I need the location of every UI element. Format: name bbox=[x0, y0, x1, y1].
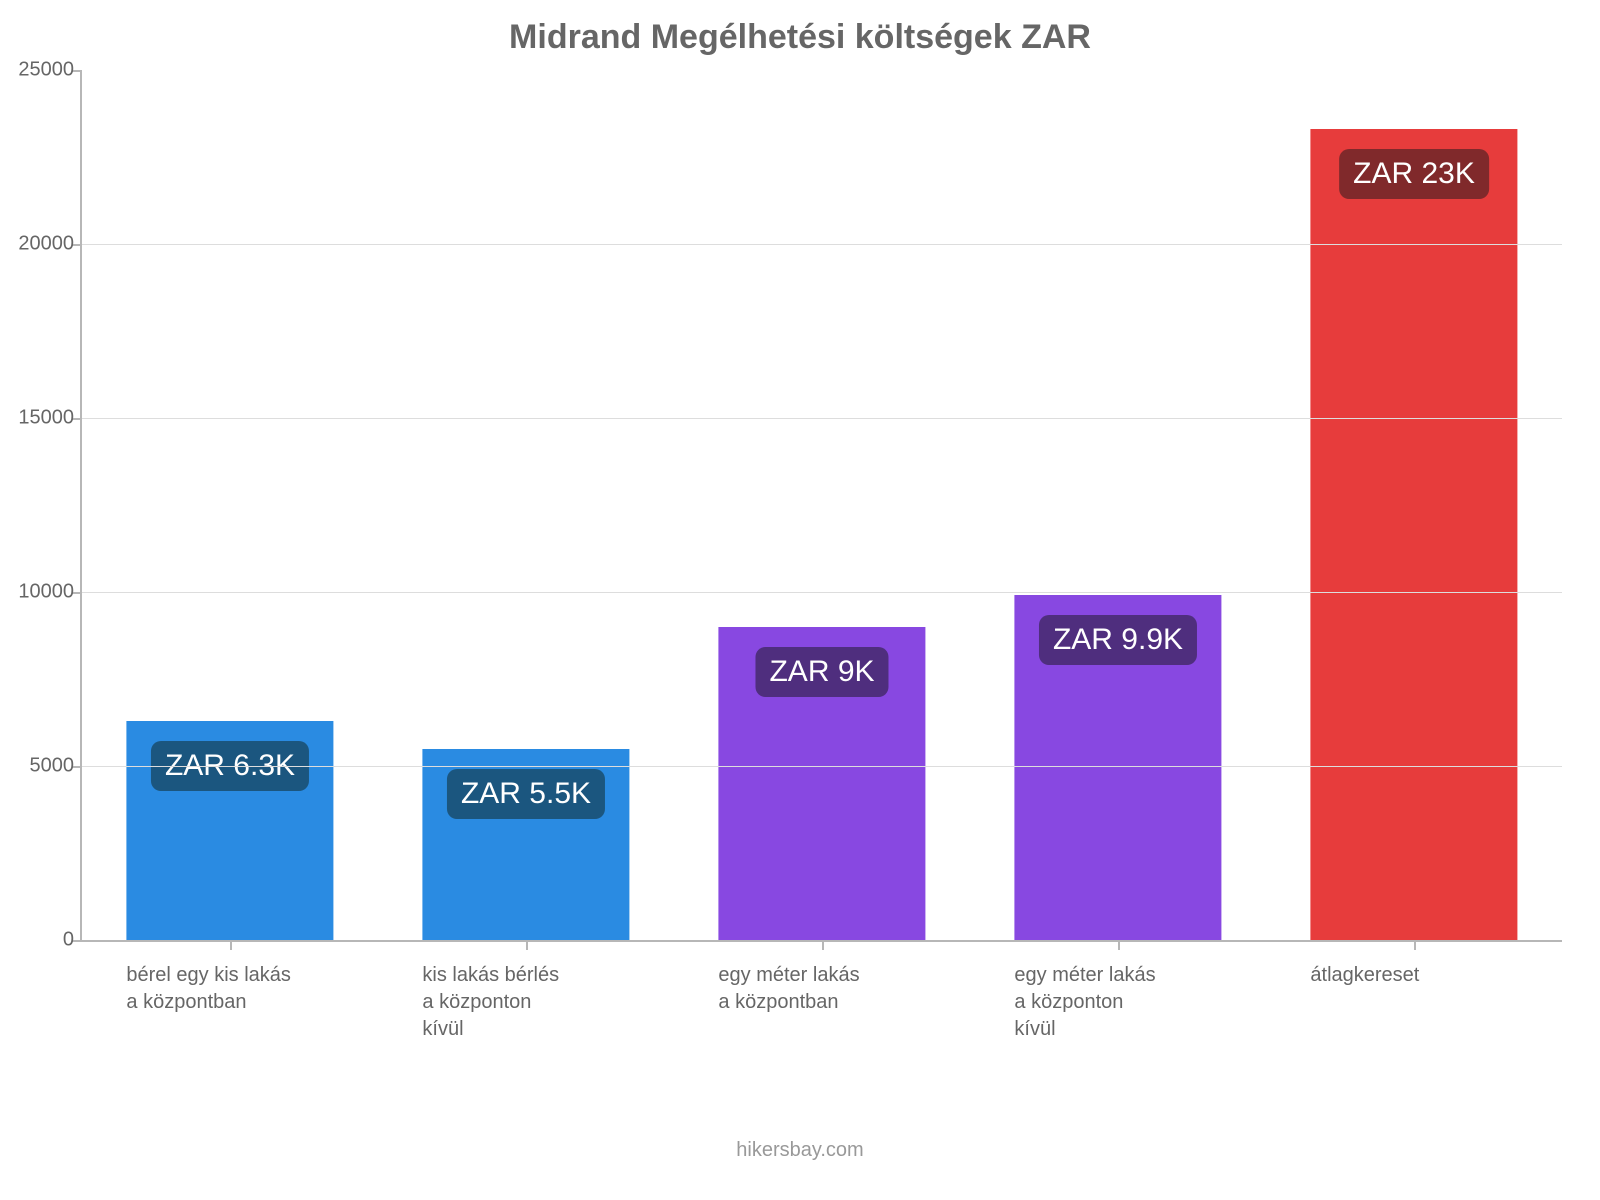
x-ticklet bbox=[1414, 940, 1416, 950]
x-ticklet bbox=[822, 940, 824, 950]
bar-slot: ZAR 23Kátlagkereset bbox=[1266, 70, 1562, 940]
gridline bbox=[82, 418, 1562, 419]
bar bbox=[1310, 129, 1517, 940]
x-ticklet bbox=[230, 940, 232, 950]
y-tick-label: 20000 bbox=[10, 233, 74, 256]
gridline bbox=[82, 592, 1562, 593]
gridline bbox=[82, 766, 1562, 767]
bar-slot: ZAR 6.3Kbérel egy kis lakása központban bbox=[82, 70, 378, 940]
chart-title: Midrand Megélhetési költségek ZAR bbox=[0, 18, 1600, 57]
y-tick-label: 5000 bbox=[10, 755, 74, 778]
bar-slot: ZAR 5.5Kkis lakás bérlésa központonkívül bbox=[378, 70, 674, 940]
x-tick-label: átlagkereset bbox=[1310, 962, 1600, 989]
chart-container: Midrand Megélhetési költségek ZAR ZAR 6.… bbox=[0, 0, 1600, 1200]
bar-value-label: ZAR 9.9K bbox=[1039, 615, 1197, 665]
x-ticklet bbox=[1118, 940, 1120, 950]
bar-value-label: ZAR 23K bbox=[1339, 149, 1489, 199]
x-ticklet bbox=[526, 940, 528, 950]
bar-slot: ZAR 9Kegy méter lakása központban bbox=[674, 70, 970, 940]
bar-value-label: ZAR 9K bbox=[755, 647, 888, 697]
gridline bbox=[82, 244, 1562, 245]
plot-area: ZAR 6.3Kbérel egy kis lakása központbanZ… bbox=[80, 70, 1562, 942]
y-tick-label: 10000 bbox=[10, 581, 74, 604]
chart-footer: hikersbay.com bbox=[0, 1139, 1600, 1162]
bars-layer: ZAR 6.3Kbérel egy kis lakása központbanZ… bbox=[82, 70, 1562, 940]
bar-value-label: ZAR 5.5K bbox=[447, 769, 605, 819]
y-tick-label: 15000 bbox=[10, 407, 74, 430]
y-tick-label: 25000 bbox=[10, 59, 74, 82]
y-tick-label: 0 bbox=[10, 929, 74, 952]
bar-slot: ZAR 9.9Kegy méter lakása központonkívül bbox=[970, 70, 1266, 940]
